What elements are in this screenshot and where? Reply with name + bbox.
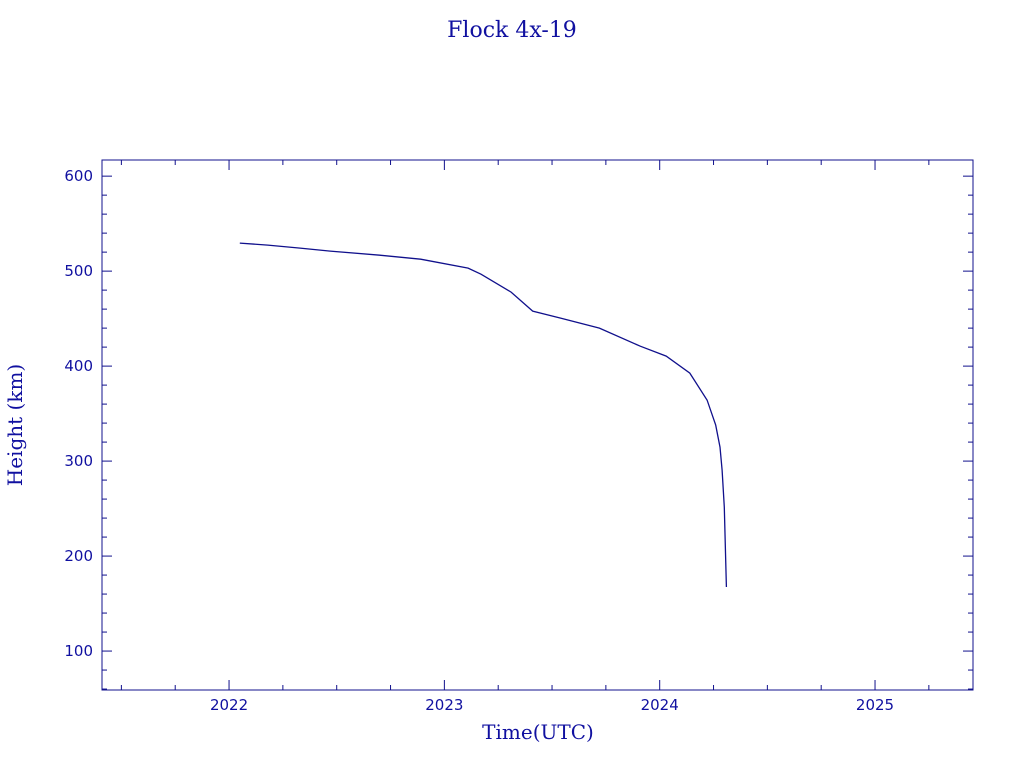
x-tick-label: 2022 — [210, 696, 248, 714]
series-line — [239, 242, 728, 588]
y-axis-label: Height (km) — [3, 364, 27, 486]
y-tick-label: 400 — [64, 357, 93, 375]
chart-title: Flock 4x-19 — [447, 18, 577, 43]
x-tick-label: 2023 — [425, 696, 463, 714]
plot-frame — [101, 159, 974, 691]
x-axis-label: Time(UTC) — [482, 720, 594, 744]
y-tick-label: 100 — [64, 642, 93, 660]
y-tick-label: 500 — [64, 262, 93, 280]
y-tick-label: 300 — [64, 452, 93, 470]
y-tick-label: 600 — [64, 167, 93, 185]
x-tick-label: 2024 — [641, 696, 679, 714]
x-tick-label: 2025 — [856, 696, 894, 714]
y-tick-label: 200 — [64, 547, 93, 565]
